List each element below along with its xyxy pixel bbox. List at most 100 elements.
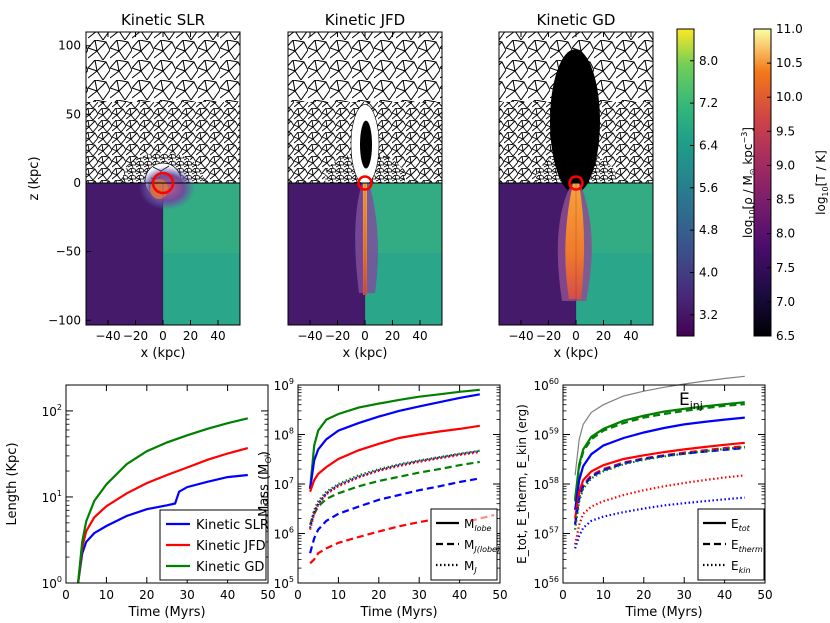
series-line-3 [574, 416, 745, 511]
legend-label: Etot [731, 517, 751, 533]
y-tick-label: 105 [274, 575, 294, 591]
label-part: 10 [748, 210, 757, 220]
series-line-9 [574, 496, 745, 549]
series-line-7 [574, 445, 745, 530]
label-part: log [741, 220, 755, 238]
colorbar-tick-label: 7.2 [699, 96, 718, 110]
label-part: [T / K] [814, 150, 828, 186]
x-tick-label: −20 [325, 329, 350, 343]
label-part: kpc [741, 143, 755, 168]
injection-region-circle [151, 171, 175, 195]
x-tick-label: 30 [180, 588, 195, 602]
x-tick-label: −40 [508, 329, 533, 343]
y-tick-label: 108 [274, 427, 294, 443]
colorbar-tick-label: 6.4 [699, 138, 718, 152]
tick-base: 10 [534, 528, 549, 542]
tick-exp: 9 [289, 377, 294, 386]
series-line-1 [309, 393, 480, 489]
y-tick-label: −50 [56, 245, 81, 259]
tick-base: 10 [42, 577, 57, 591]
label-part: J [472, 566, 477, 575]
colorbar-tick-label: 4.0 [699, 265, 718, 279]
y-tick-label: 106 [274, 526, 294, 542]
label-part: therm [739, 545, 763, 554]
x-tick-label: 40 [623, 329, 638, 343]
tick-base: 10 [42, 405, 57, 419]
plot-frame [65, 384, 269, 584]
x-tick-label: 20 [139, 588, 154, 602]
y-tick-label: 1059 [534, 427, 559, 443]
label-part: −3 [740, 132, 749, 144]
legend-label: Ekin [731, 559, 751, 575]
colorbar-tick-label: 8.0 [776, 227, 795, 241]
x-axis-label: x (kpc) [554, 346, 599, 361]
x-tick-label: 0 [572, 329, 580, 343]
y-axis-label: E_tot, E_therm, E_kin (erg) [515, 404, 529, 564]
temperature-inner [365, 183, 442, 253]
e-inj-label: Einj [679, 390, 703, 412]
x-tick-label: 20 [596, 329, 611, 343]
y-tick-label: 1060 [534, 377, 559, 393]
tick-base: 10 [274, 577, 289, 591]
x-tick-label: 0 [361, 329, 369, 343]
panel-title: Kinetic SLR [121, 11, 205, 29]
tick-base: 10 [534, 478, 549, 492]
tick-base: 10 [534, 429, 549, 443]
x-tick-label: 50 [757, 588, 772, 602]
tick-exp: 1 [57, 489, 62, 498]
label-part: log [814, 197, 828, 215]
gd-cavity [550, 49, 600, 194]
colorbar-tick-label: 5.6 [699, 181, 718, 195]
colorbar-tick-label: 7.0 [776, 295, 795, 309]
x-tick-label: 30 [412, 588, 427, 602]
y-tick-label: −100 [48, 313, 81, 327]
tick-base: 10 [274, 379, 289, 393]
colorbar-label: log10[T / K] [814, 150, 830, 215]
series-line-4 [574, 441, 745, 519]
series-line-0 [309, 388, 480, 489]
colorbar-tick-label: 10.5 [776, 56, 803, 70]
x-tick-label: 20 [385, 329, 400, 343]
legend-label: MJ(lobe) [464, 538, 500, 554]
series-line-8 [309, 451, 480, 530]
colorbar-tick-label: 9.0 [776, 158, 795, 172]
label-part: M [464, 517, 474, 531]
panel-title: Kinetic GD [537, 11, 616, 29]
label-part: kin [739, 566, 751, 575]
legend-label: Kinetic GD [196, 560, 264, 575]
x-axis-label: Time (Myrs) [359, 605, 437, 620]
panel-title: Kinetic JFD [325, 11, 405, 29]
tick-base: 10 [534, 379, 549, 393]
y-axis-label: Mass (M⊙) [257, 451, 274, 517]
label-part: M [464, 538, 474, 552]
tick-exp: 57 [549, 526, 559, 535]
colorbar-tick-label: 8.5 [776, 193, 795, 207]
y-tick-label: 50 [66, 107, 81, 121]
x-tick-label: 50 [260, 588, 275, 602]
series-line-1 [77, 447, 249, 584]
y-tick-label: 1056 [534, 575, 559, 591]
x-tick-label: −20 [536, 329, 561, 343]
colorbar-tick-label: 3.2 [699, 308, 718, 322]
x-axis-label: x (kpc) [141, 346, 186, 361]
colorbar-tick-label: 8.0 [699, 54, 718, 68]
label-part: ) [257, 451, 272, 456]
legend-label: Kinetic JFD [196, 539, 266, 554]
x-tick-label: 0 [159, 329, 167, 343]
snapshot-panel-1: Kinetic SLR −40 −20 0 20 40 x (kpc) 100 50 0 −50 −1… [27, 11, 241, 361]
label-part: M [464, 559, 474, 573]
x-tick-label: 40 [210, 329, 225, 343]
jfd-cavity-core [360, 120, 372, 169]
label-part: 10 [821, 186, 830, 196]
label-part: ⊙ [264, 456, 274, 464]
x-tick-label: 20 [371, 588, 386, 602]
jfd-jet [363, 183, 367, 295]
y-axis-label: z (kpc) [27, 156, 42, 200]
tick-base: 10 [274, 429, 289, 443]
x-tick-label: 20 [636, 588, 651, 602]
density-background [86, 183, 163, 325]
colorbar-gradient [676, 28, 695, 337]
label-part: J(lobe) [472, 545, 500, 554]
